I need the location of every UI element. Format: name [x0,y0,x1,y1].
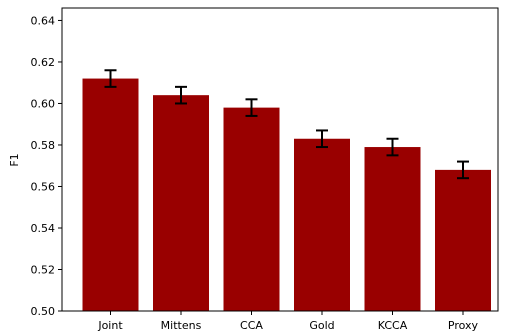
x-axis: Joint Mittens CCA Gold KCCA Proxy [97,311,479,331]
y-tick-label: 0.62 [31,56,56,69]
x-tick-label-kcca: KCCA [378,319,408,331]
y-axis: 0.50 0.52 0.54 0.56 0.58 0.60 0.62 0.64 [31,14,62,318]
bar-proxy [435,169,491,311]
y-tick-label: 0.50 [31,305,56,318]
y-tick-label: 0.64 [31,14,56,27]
plot-frame [61,7,499,312]
y-axis-label: F1 [8,153,21,166]
bar-kcca [364,147,421,311]
error-bar-mittens [175,85,187,105]
x-tick-label-gold: Gold [309,319,334,331]
y-tick-label: 0.60 [31,97,56,110]
error-bar-kcca [386,137,399,157]
bar-joint [82,78,139,311]
error-bar-proxy [457,160,469,180]
y-tick-label: 0.52 [31,263,56,276]
x-tick-label-joint: Joint [97,319,123,331]
error-bar-joint [104,69,117,88]
y-tick-label: 0.56 [31,180,56,193]
y-tick-label: 0.58 [31,139,56,152]
bar-mittens [153,95,209,311]
x-tick-label-cca: CCA [240,319,263,331]
error-bar-gold [316,129,328,149]
x-tick-label-mittens: Mittens [161,319,202,331]
y-tick-label: 0.54 [31,222,56,235]
x-tick-label-proxy: Proxy [448,319,479,331]
bar-gold [294,138,350,311]
bar-cca [223,107,280,311]
error-bars-group [104,69,469,180]
error-bar-cca [245,98,258,117]
bars-group [82,78,491,311]
